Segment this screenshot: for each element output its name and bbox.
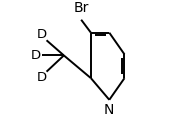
Text: D: D xyxy=(37,71,47,84)
Text: Br: Br xyxy=(74,1,89,15)
Text: D: D xyxy=(37,28,47,41)
Text: N: N xyxy=(104,103,115,117)
Text: D: D xyxy=(31,49,41,62)
